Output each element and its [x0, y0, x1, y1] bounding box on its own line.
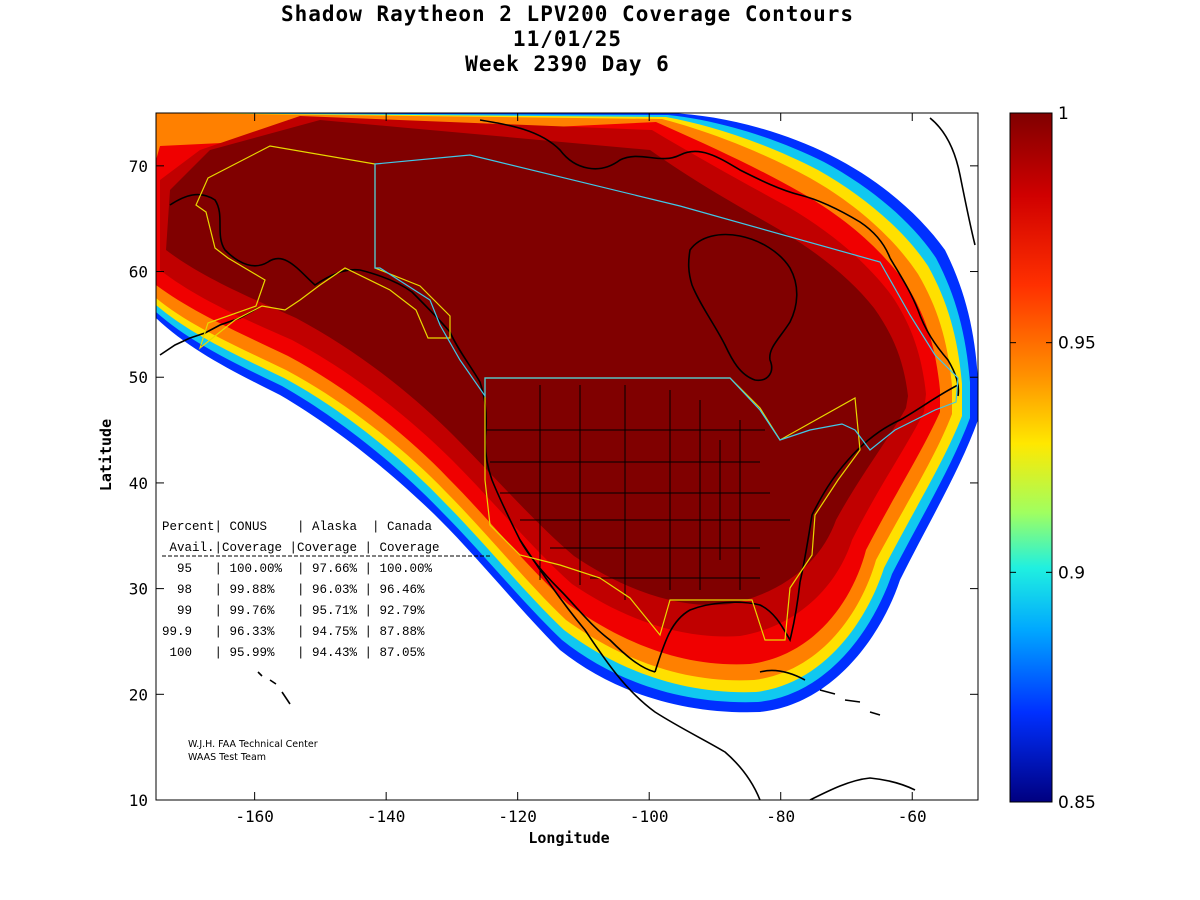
colorbar: [1009, 112, 1053, 803]
hudson-bay: [687, 233, 798, 382]
table-row: 100 | 95.99% | 94.43% | 87.05%: [162, 646, 425, 660]
y-tick-label: 20: [129, 685, 148, 704]
atlantic-coast: [799, 384, 959, 583]
y-tick-label: 50: [129, 368, 148, 387]
table-row: 99.9 | 96.33% | 94.75% | 87.88%: [162, 625, 425, 639]
us-state-lines: [485, 385, 790, 600]
conus-alaska-boundary: [195, 145, 861, 641]
y-tick-label: 10: [129, 791, 148, 810]
table-row: 98 | 99.88% | 96.03% | 96.46%: [162, 583, 425, 597]
x-tick-label: -120: [498, 807, 537, 826]
gulf-coast: [654, 581, 801, 673]
credit-line-2: WAAS Test Team: [188, 752, 266, 763]
colorbar-tick-label: 1: [1058, 104, 1069, 124]
alaska-coast: [169, 193, 451, 333]
canada-boundary: [374, 154, 959, 451]
chart-title: Shadow Raytheon 2 LPV200 Coverage Contou…: [280, 2, 854, 26]
coverage-table: Percent| CONUS | Alaska | Canada Avail.|…: [162, 520, 490, 660]
canada-pacific-coast: [449, 331, 656, 673]
labrador: [889, 257, 960, 397]
arctic-islands: [479, 119, 891, 259]
plot-frame: [155, 112, 979, 801]
x-ticks: -160 -140 -120 -100 -80 -60: [235, 113, 927, 826]
south-america-edge: [809, 777, 916, 800]
y-tick-label: 40: [129, 474, 148, 493]
coverage-contours: [156, 113, 978, 713]
mexico-central-america: [519, 539, 761, 800]
greenland-edge: [929, 117, 976, 246]
contour-full-coverage: [166, 120, 908, 606]
x-tick-label: -60: [898, 807, 927, 826]
table-header-1: Percent| CONUS | Alaska | Canada: [162, 520, 433, 534]
colorbar-ticks: 1 0.95 0.9 0.85: [1010, 104, 1096, 813]
x-tick-label: -140: [367, 807, 406, 826]
table-row: 99 | 99.76% | 95.71% | 92.79%: [162, 604, 425, 618]
colorbar-tick-label: 0.9: [1058, 563, 1085, 583]
y-tick-label: 30: [129, 580, 148, 599]
table-row: 95 | 100.00% | 97.66% | 100.00%: [162, 562, 433, 576]
chart-week-day: Week 2390 Day 6: [465, 52, 670, 76]
y-ticks: 10 20 30 40 50 60 70: [129, 157, 978, 810]
conus-boundary: [484, 377, 861, 641]
x-axis-label: Longitude: [528, 829, 609, 847]
credit-line-1: W.J.H. FAA Technical Center: [188, 739, 318, 750]
x-tick-label: -80: [766, 807, 795, 826]
x-tick-label: -160: [235, 807, 274, 826]
caribbean: [759, 669, 881, 716]
x-tick-label: -100: [630, 807, 669, 826]
y-axis-label: Latitude: [97, 419, 115, 491]
y-tick-label: 70: [129, 157, 148, 176]
colorbar-tick-label: 0.85: [1058, 793, 1096, 813]
hawaii: [257, 671, 291, 705]
colorbar-tick-label: 0.95: [1058, 334, 1096, 354]
coastlines: [159, 117, 976, 800]
y-tick-label: 60: [129, 263, 148, 282]
table-header-2: Avail.|Coverage |Coverage | Coverage: [162, 541, 440, 555]
chart-date: 11/01/25: [512, 27, 623, 51]
alaska-boundary: [195, 145, 451, 350]
